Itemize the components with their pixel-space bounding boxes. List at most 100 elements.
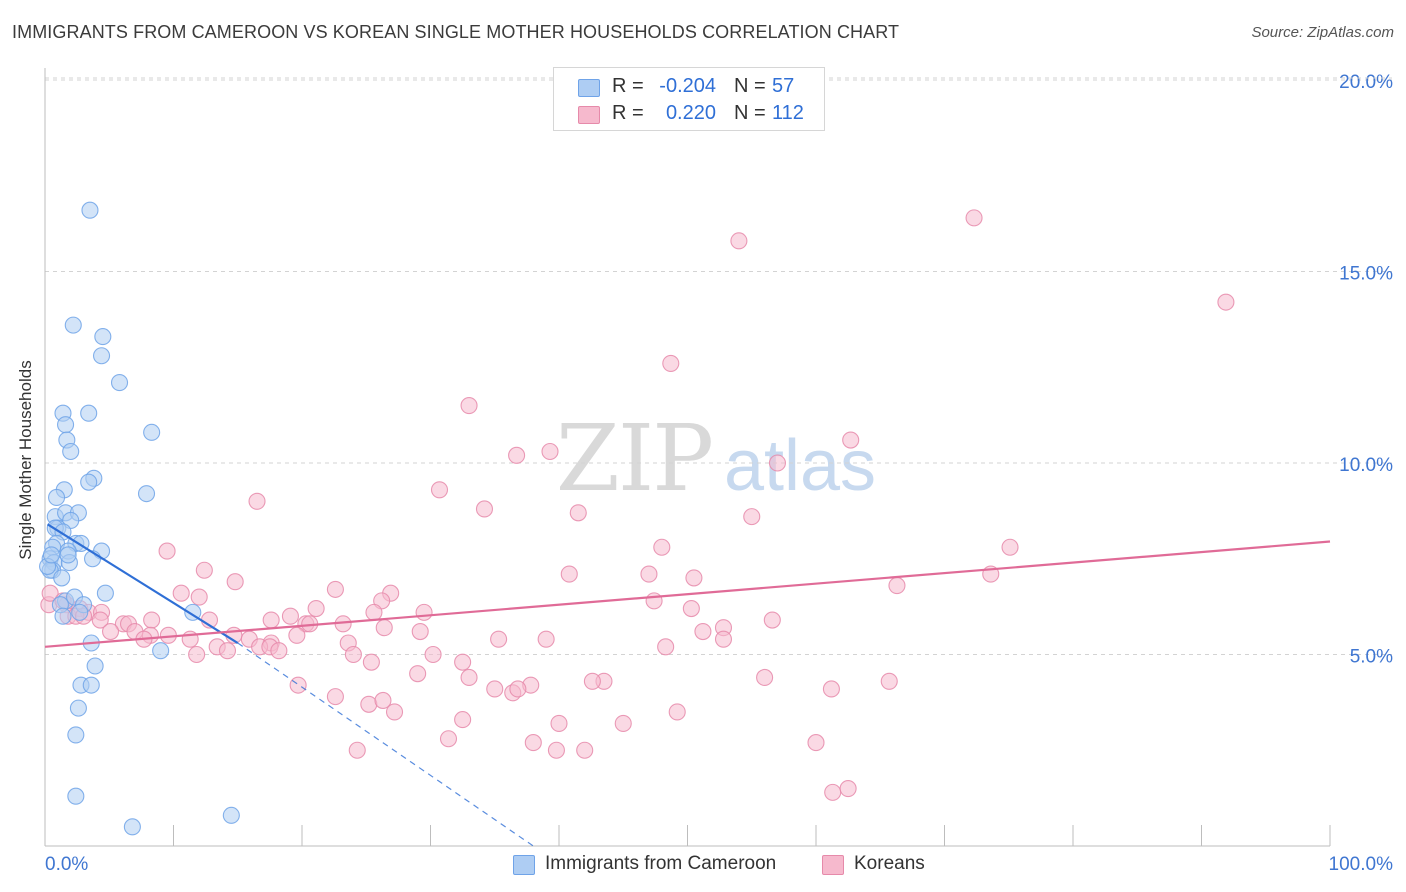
chart-source: Source: ZipAtlas.com <box>1251 24 1394 41</box>
data-point-koreans <box>569 504 587 522</box>
data-point-koreans <box>653 538 671 556</box>
data-point-koreans <box>685 569 703 587</box>
data-point-cameroon <box>67 726 85 744</box>
data-point-koreans <box>101 622 120 641</box>
data-point-cameroon <box>53 569 71 587</box>
data-point-koreans <box>91 611 109 629</box>
data-point-cameroon <box>86 657 104 675</box>
data-point-koreans <box>430 481 449 499</box>
data-point-koreans <box>614 714 632 732</box>
data-point-cameroon <box>57 416 75 434</box>
series-label-koreans: Koreans <box>854 853 925 874</box>
data-point-koreans <box>743 508 761 526</box>
data-point-koreans <box>839 779 857 798</box>
data-point-koreans <box>508 446 526 464</box>
series-label-cameroon: Immigrants from Cameroon <box>545 853 777 874</box>
data-point-cameroon <box>71 603 89 621</box>
data-point-koreans <box>460 396 478 415</box>
data-point-koreans <box>541 442 559 461</box>
trend-line-cameroon-extension <box>237 642 534 847</box>
data-point-koreans <box>965 209 983 227</box>
data-point-koreans <box>281 607 299 625</box>
data-point-koreans <box>756 668 774 687</box>
data-point-koreans <box>583 672 601 690</box>
data-point-koreans <box>547 741 565 759</box>
data-point-koreans <box>188 645 206 664</box>
data-point-koreans <box>415 603 433 621</box>
data-point-koreans <box>537 630 555 648</box>
chart-title: IMMIGRANTS FROM CAMEROON VS KOREAN SINGL… <box>12 22 900 42</box>
data-point-koreans <box>375 619 393 637</box>
data-point-koreans <box>326 688 344 706</box>
data-point-cameroon <box>59 546 77 564</box>
data-point-koreans <box>486 680 504 698</box>
data-point-koreans <box>262 611 280 629</box>
data-point-cameroon <box>82 676 100 694</box>
data-point-koreans <box>158 542 176 560</box>
legend-n-value: 57 <box>772 75 795 97</box>
data-point-koreans <box>365 603 383 621</box>
series-swatch-koreans <box>822 855 844 875</box>
data-point-koreans <box>195 561 213 579</box>
data-point-koreans <box>730 232 748 250</box>
data-point-koreans <box>640 565 658 583</box>
data-point-koreans <box>560 565 578 583</box>
data-point-koreans <box>288 626 306 644</box>
data-point-koreans <box>248 492 266 510</box>
data-point-koreans <box>454 653 472 671</box>
data-point-cameroon <box>80 404 98 422</box>
data-point-cameroon <box>64 316 82 334</box>
y-tick-label: 5.0% <box>1350 647 1393 668</box>
data-point-cameroon <box>67 787 85 805</box>
data-point-koreans <box>475 500 494 518</box>
data-point-koreans <box>1217 293 1235 311</box>
series-swatch-cameroon <box>513 855 535 875</box>
data-point-cameroon <box>96 584 114 602</box>
data-point-koreans <box>657 638 675 656</box>
trend-line-cameroon <box>46 523 239 644</box>
data-point-koreans <box>824 783 842 801</box>
data-point-koreans <box>307 599 325 618</box>
data-point-koreans <box>454 711 472 729</box>
data-point-cameroon <box>62 442 80 461</box>
data-point-koreans <box>768 454 787 472</box>
data-point-cameroon <box>42 546 60 564</box>
data-point-cameroon <box>48 488 66 507</box>
data-point-cameroon <box>69 699 87 717</box>
data-point-koreans <box>439 730 458 748</box>
legend-n-label: N = <box>734 102 766 124</box>
data-point-koreans <box>289 676 307 694</box>
data-point-koreans <box>645 592 663 610</box>
data-point-koreans <box>411 622 429 641</box>
data-point-koreans <box>1001 538 1019 556</box>
data-point-koreans <box>326 580 344 598</box>
data-point-koreans <box>41 584 59 602</box>
data-point-cameroon <box>94 328 112 346</box>
data-point-koreans <box>190 588 208 606</box>
data-point-koreans <box>143 611 161 629</box>
data-point-koreans <box>524 734 542 752</box>
data-point-koreans <box>576 741 594 759</box>
data-point-koreans <box>880 672 898 690</box>
legend-n-value: 112 <box>772 102 804 124</box>
legend-r-value: 0.220 <box>665 102 716 124</box>
data-point-koreans <box>550 714 568 732</box>
data-point-cameroon <box>137 485 156 503</box>
x-tick-label-max: 100.0% <box>1329 854 1394 875</box>
data-point-cameroon <box>152 642 170 660</box>
series-legend: Immigrants from Cameroon Koreans <box>0 852 1406 878</box>
data-point-cameroon <box>222 806 240 824</box>
stats-legend: R = -0.204 N = 57 R = 0.220 N = 112 <box>553 67 825 131</box>
data-point-koreans <box>409 665 427 683</box>
data-point-koreans <box>807 734 825 752</box>
data-point-cameroon <box>81 201 99 219</box>
data-point-koreans <box>360 695 378 713</box>
data-point-cameroon <box>123 818 141 836</box>
y-tick-label: 15.0% <box>1339 264 1393 285</box>
stats-legend-row-koreans: R = 0.220 N = 112 <box>554 100 824 128</box>
data-point-koreans <box>763 611 781 629</box>
y-axis-label-wrap: Single Mother Households <box>14 330 38 590</box>
data-point-koreans <box>344 645 362 664</box>
legend-swatch-koreans <box>578 106 600 124</box>
